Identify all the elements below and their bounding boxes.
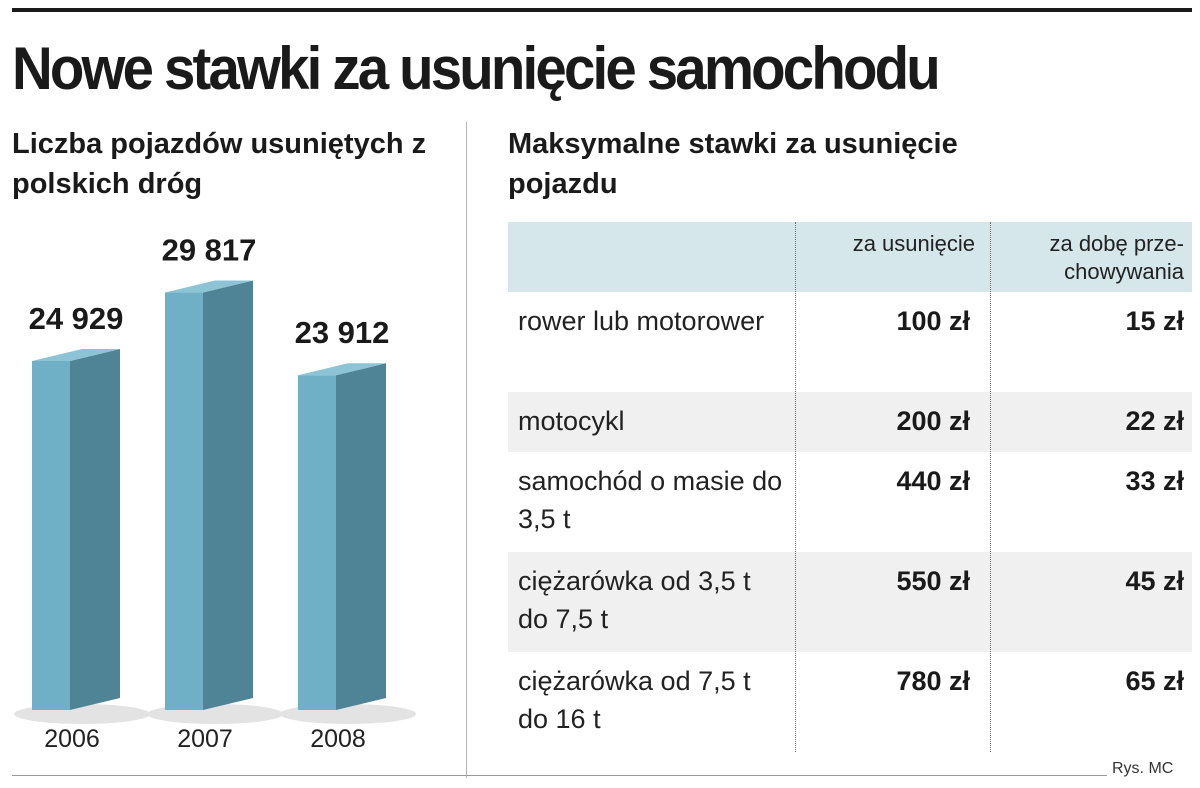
credit: Rys. MC [1112,760,1174,777]
chart-subtitle: Liczba pojazdów usunię­tych z polskich d… [12,128,427,200]
removal-rate: 440 zł [896,466,970,496]
removal-rate: 780 zł [896,666,970,696]
storage-rate: 33 zł [1125,466,1184,496]
year-label: 2008 [310,725,366,753]
vehicle-name: ciężarówka od 3,5 t do 7,5 t [518,566,751,634]
bar [165,292,203,710]
storage-rate: 22 zł [1125,406,1184,436]
vehicle-name: ciężarówka od 7,5 t do 16 t [518,666,751,734]
table-row: ciężarówka od 7,5 t do 16 t 780 zł 65 zł [508,652,1192,752]
bar-top [298,363,386,376]
storage-rate: 45 zł [1125,566,1184,596]
bottom-rule [12,775,1107,776]
bar [32,360,70,710]
bar-chart: 24 929 2006 29 817 2007 23 912 2008 [14,233,416,753]
bar-side [203,280,253,710]
year-label: 2007 [177,725,233,753]
value-label: 23 912 [295,315,390,350]
table-row: samochód o masie do 3,5 t 440 zł 33 zł [508,452,1192,552]
rates-table: za usunięcie za dobę prze­chowywania row… [508,222,1192,752]
vehicle-name: samochód o masie do 3,5 t [518,466,783,534]
column-header-removal: za usunięcie [852,231,975,256]
column-divider [795,222,796,752]
bar [298,375,336,710]
storage-rate: 65 zł [1125,666,1184,696]
bar-top [32,348,120,361]
table-subtitle: Maksymalne stawki za usunięcie pojazdu [508,128,958,200]
table-row: motocykl 200 zł 22 zł [508,392,1192,452]
panel-divider [466,122,467,778]
storage-rate: 15 zł [1125,306,1184,336]
vehicle-name: rower lub motorower [518,306,765,336]
column-divider [990,222,991,752]
page-title: Nowe stawki za usunięcie samochodu [12,35,941,102]
bar-side [70,348,120,710]
removal-rate: 200 zł [896,406,970,436]
bar-top [165,280,253,293]
bar-side [336,363,386,710]
year-label: 2006 [44,725,100,753]
column-header-storage: za dobę prze­chowywania [1049,231,1184,284]
value-label: 24 929 [29,301,124,336]
value-label: 29 817 [162,233,257,268]
top-rule [12,8,1192,12]
table-row: rower lub motorower 100 zł 15 zł [508,292,1192,392]
removal-rate: 100 zł [896,306,970,336]
removal-rate: 550 zł [896,566,970,596]
table-body: rower lub motorower 100 zł 15 zł motocykl 20… [508,292,1192,752]
table-header: za usunięcie za dobę prze­chowywania [508,222,1192,292]
table-row: ciężarówka od 3,5 t do 7,5 t 550 zł 45 zł [508,552,1192,652]
vehicle-name: motocykl [518,406,625,436]
